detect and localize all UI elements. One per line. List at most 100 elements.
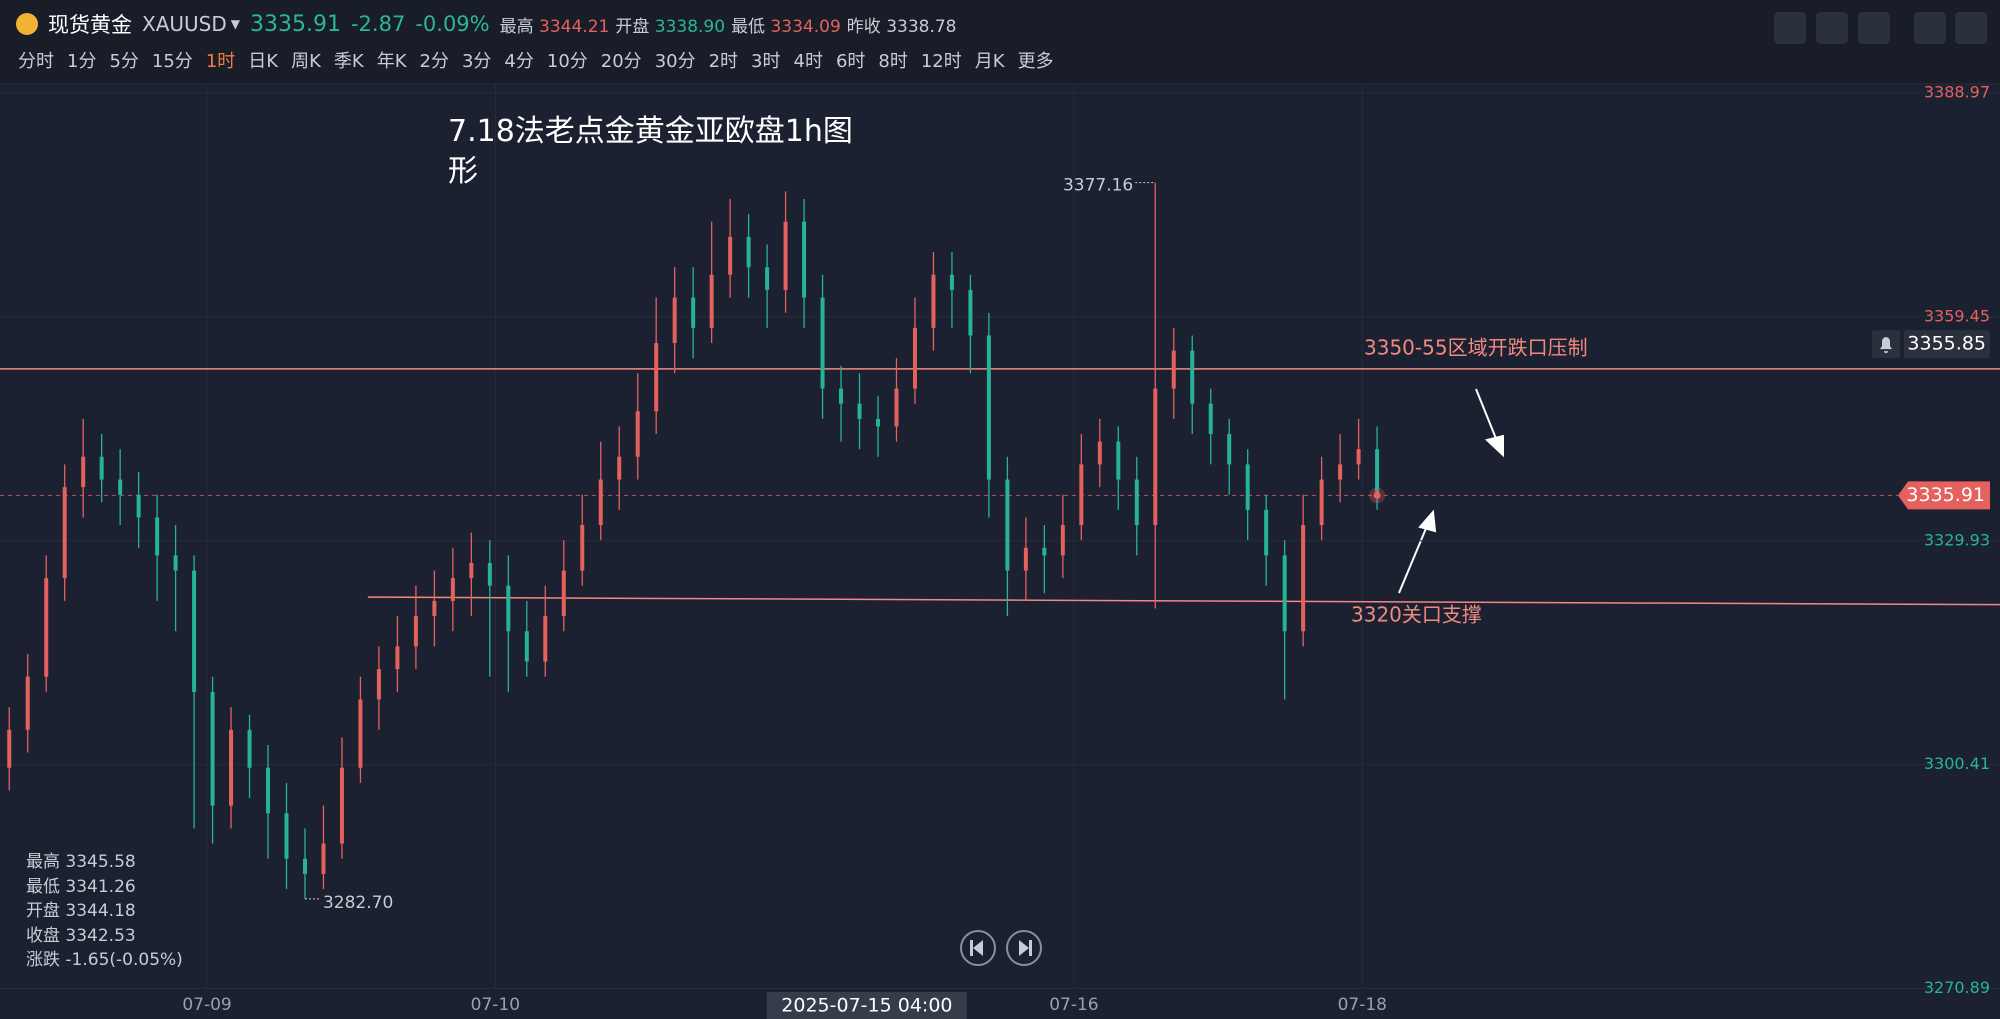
tool-icon[interactable] [1816,12,1848,44]
arrow-head [1484,434,1504,458]
tab[interactable]: 3时 [751,51,781,72]
candle-body [321,843,326,874]
candle-body [358,699,363,768]
stat: 昨收 3338.78 [847,12,957,37]
last-price: 3335.91 [250,11,341,37]
stats: 最高 3344.21 开盘 3338.90 最低 3334.09 昨收 3338.78 [500,12,957,37]
candle-body [598,479,603,526]
level-label: 3320关口支撑 [1351,603,1482,627]
candle-body [7,729,12,768]
tab[interactable]: 30分 [654,51,696,72]
x-tick-label: 07-18 [1338,995,1387,1015]
tab[interactable]: 月K [974,51,1005,72]
candle-body [62,487,67,579]
prev-button[interactable] [960,930,996,966]
current-dot [1373,491,1381,499]
info-label: 最低 [26,876,60,897]
info-row: 涨跌 -1.65(-0.05%) [26,948,183,973]
candle-body [728,236,733,275]
candle-body [339,767,344,844]
candle-body [469,562,474,579]
candle-body [1190,350,1195,404]
candle-body [986,335,991,480]
tool-icon[interactable] [1914,12,1946,44]
stat: 开盘 3338.90 [615,12,725,37]
stat-value: 3338.78 [886,16,957,37]
next-button[interactable] [1006,930,1042,966]
candle-body [118,479,123,495]
stat-label: 最高 [499,16,534,37]
tab[interactable]: 1分 [67,51,97,72]
tab[interactable]: 年K [376,51,407,72]
tab[interactable]: 3分 [461,51,492,72]
candle-body [155,517,160,556]
info-label: 涨跌 [26,950,60,970]
tab[interactable]: 20分 [600,51,642,72]
candle-body [376,669,381,700]
tab[interactable]: 更多 [1017,51,1054,72]
tool-icon[interactable] [1858,12,1890,44]
y-tick-label: 3359.45 [1924,306,1990,325]
tab[interactable]: 分时 [18,51,54,72]
candle-body [894,388,899,427]
candle-body [524,631,529,662]
tab[interactable]: 8时 [878,51,908,72]
candle-body [1134,479,1139,526]
grid [0,84,2000,989]
info-row: 收盘 3342.53 [26,924,183,949]
tab[interactable]: 4分 [504,51,534,72]
candle-body [1227,434,1232,465]
symbol-code[interactable]: XAUUSD [142,12,227,36]
candle-body [25,676,30,730]
next-icon-bar [1029,940,1032,956]
logo [16,13,38,35]
change: -2.87 [350,12,406,36]
y-tick-label: 3270.89 [1924,978,1990,997]
tab[interactable]: 12时 [920,51,962,72]
candle-body [691,297,696,328]
tab[interactable]: 1时 [205,51,236,72]
candle-body [1319,479,1324,526]
caret[interactable]: ▼ [230,17,240,31]
tab[interactable]: 6时 [835,51,866,72]
info-row: 最高 3345.58 [26,850,183,875]
candle-body [931,274,936,328]
candle-body [857,403,862,419]
level-label: 3350-55区域开跌口压制 [1364,336,1588,360]
candle-body [487,562,492,586]
arrow-up [1398,525,1428,594]
change-pct: -0.09% [415,12,490,36]
candle-body [912,327,917,389]
info-value: 3341.26 [65,876,136,897]
symbol-name: 现货黄金 [48,13,132,37]
info-value: 3342.53 [65,925,136,946]
tab[interactable]: 2时 [708,51,739,72]
candle-body [876,418,881,427]
stat-value: 3334.09 [770,16,841,37]
y-tick-label: 3388.97 [1924,83,1990,102]
stat: 最低 3334.09 [731,12,841,37]
prev-icon-bar [970,940,973,956]
candle-body [1264,509,1269,556]
tab[interactable]: 10分 [546,51,588,72]
tab[interactable]: 周K [291,51,321,72]
tool-icon[interactable] [1774,12,1806,44]
tab[interactable]: 15分 [151,51,193,72]
candle-body [1338,464,1343,480]
candle-body [968,289,973,336]
candle-body [1375,449,1380,496]
tab[interactable]: 季K [333,51,364,72]
x-tick-label: 07-16 [1049,995,1098,1015]
tab[interactable]: 2分 [419,51,449,72]
tab[interactable]: 4时 [793,51,823,72]
tab[interactable]: 日K [248,51,279,72]
candle-body [765,267,770,290]
stat-value: 3338.90 [654,16,726,37]
tab[interactable]: 5分 [109,51,139,72]
last-price-label: 3335.91 [1906,484,1985,506]
candle-body [99,456,104,480]
tool-icon[interactable] [1955,12,1987,44]
info-value: 3344.18 [65,901,136,921]
replay-controls[interactable] [960,930,1042,966]
